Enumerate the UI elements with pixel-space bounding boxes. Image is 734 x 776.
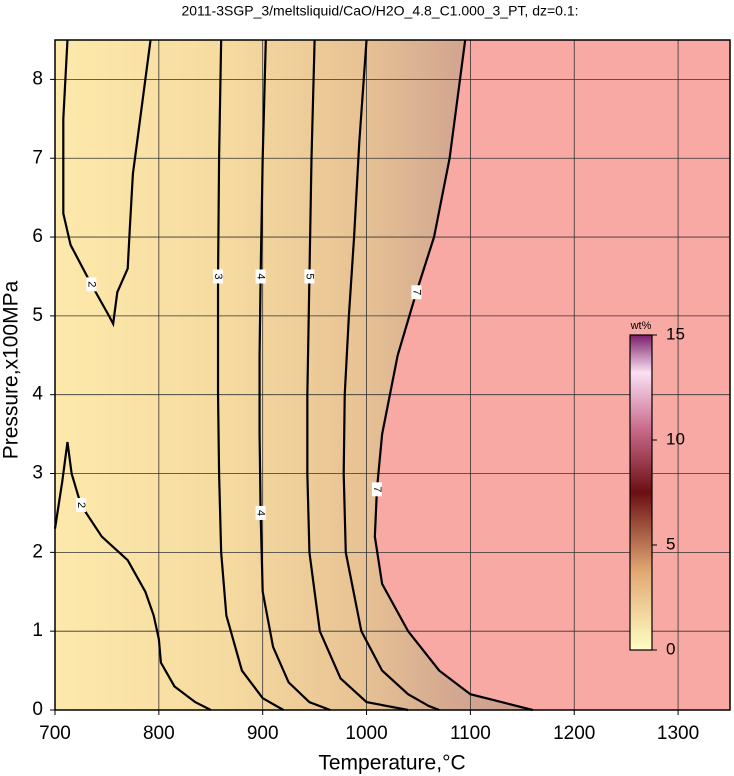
plot-area: 2 2 3 4 4 5 7 7 [53,39,730,712]
y-tick-label: 6 [32,226,43,247]
y-tick-label: 8 [32,68,43,89]
contour-label-bg [86,277,97,292]
contour-line [306,39,409,712]
contour-label: 7 [410,289,422,295]
contour-label-bg [213,269,224,284]
colorbar-tick-label: 15 [666,324,685,343]
contour-label: 2 [75,502,87,508]
x-tick-label: 1300 [657,723,699,744]
y-tick-label: 1 [32,620,43,641]
y-tick-label: 5 [32,305,43,326]
contour-label-bg [75,498,86,513]
plot-frame [54,39,731,711]
x-tick-label: 1100 [450,723,491,744]
contour-label-bg [371,482,382,497]
y-tick-label: 4 [32,384,43,405]
y-axis-label: Pressure,x100MPa [0,280,23,459]
contour-label: 4 [255,273,267,279]
contour-label-bg [304,269,315,284]
x-tick-label: 700 [39,723,71,744]
contour-label: 7 [371,486,383,492]
contour-label-bg [255,505,266,520]
contour-line [373,39,533,712]
x-tick-label: 1000 [345,723,387,744]
y-tick-label: 0 [32,699,43,720]
contour-line [62,39,152,328]
y-tick-label: 2 [32,541,43,562]
contour-line [53,441,212,711]
contour-line [216,39,285,711]
y-tick-label: 3 [32,463,43,484]
contour-label: 2 [85,281,97,287]
colorbar-tick-label: 0 [666,639,675,658]
contour-label: 3 [212,273,224,279]
x-tick-label: 900 [247,723,279,744]
x-tick-label: 800 [143,723,175,744]
colorbar-tick-label: 5 [666,534,675,553]
contour-label-bg [255,269,266,284]
contour-label-bg [411,285,422,300]
x-tick-label: 1200 [553,723,595,744]
contour-label: 4 [255,510,267,516]
x-axis-label: Temperature,°C [318,752,465,775]
contour-label: 5 [304,273,316,279]
y-tick-label: 7 [32,147,43,168]
chart-title: 2011-3SGP_3/meltsliquid/CaO/H2O_4.8_C1.0… [181,3,578,19]
colorbar-tick-label: 10 [666,429,685,448]
contour-line [342,39,440,712]
colorbar-label: wt% [630,320,652,332]
colorbar [629,334,653,651]
